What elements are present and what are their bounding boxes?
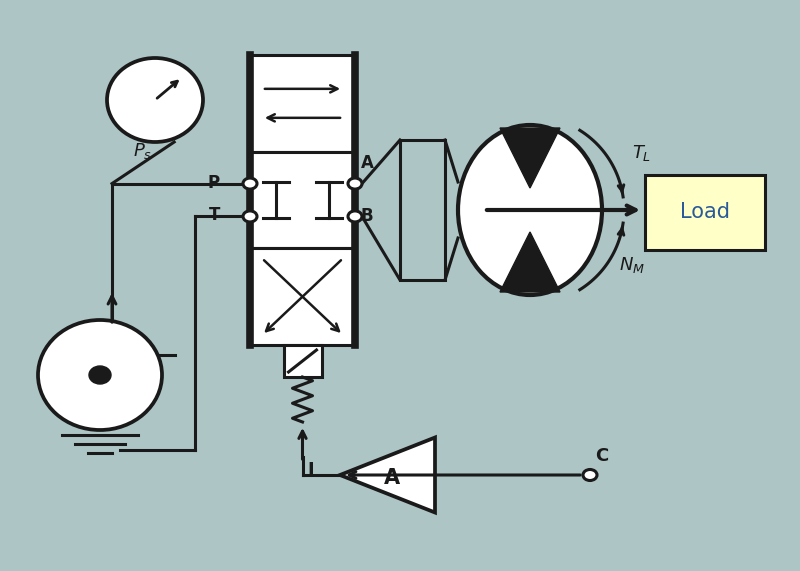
Text: B: B xyxy=(361,207,374,226)
Text: A: A xyxy=(361,154,374,171)
Polygon shape xyxy=(500,128,560,188)
Text: P: P xyxy=(208,174,220,191)
Text: $\mathit{N}_M$: $\mathit{N}_M$ xyxy=(619,255,645,275)
Ellipse shape xyxy=(107,58,203,142)
Polygon shape xyxy=(500,232,560,292)
Text: A: A xyxy=(384,468,400,488)
Bar xyxy=(645,175,765,250)
Text: C: C xyxy=(595,447,608,465)
Polygon shape xyxy=(340,437,435,513)
Bar xyxy=(250,55,355,152)
Bar xyxy=(283,345,322,377)
Text: Load: Load xyxy=(680,203,730,223)
Ellipse shape xyxy=(38,320,162,430)
Bar xyxy=(400,140,445,280)
Text: I: I xyxy=(307,461,314,479)
Ellipse shape xyxy=(243,211,257,222)
Ellipse shape xyxy=(348,178,362,189)
Ellipse shape xyxy=(243,178,257,189)
Ellipse shape xyxy=(458,125,602,295)
Text: $\mathit{T}_L$: $\mathit{T}_L$ xyxy=(632,143,651,163)
Bar xyxy=(250,152,355,248)
Text: $\mathit{P}_s$: $\mathit{P}_s$ xyxy=(133,141,152,161)
Bar xyxy=(250,248,355,345)
Text: T: T xyxy=(209,207,220,224)
Ellipse shape xyxy=(89,366,111,384)
Ellipse shape xyxy=(348,211,362,222)
Ellipse shape xyxy=(583,469,597,481)
